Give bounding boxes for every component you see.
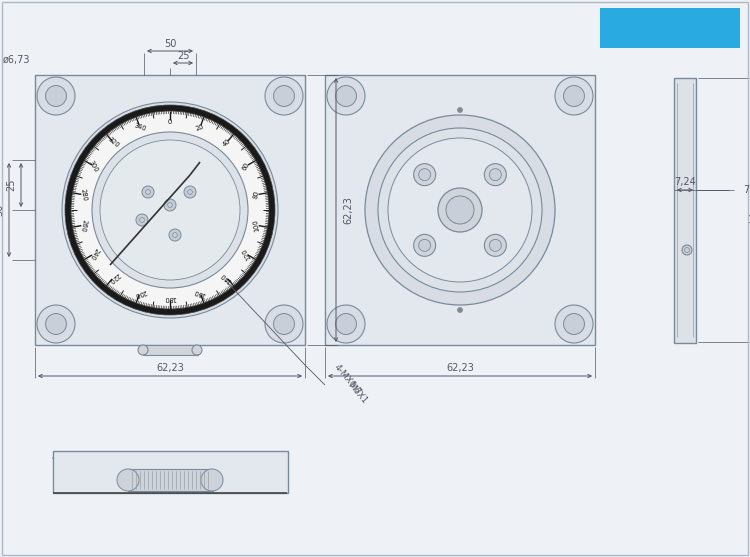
- Circle shape: [563, 314, 584, 334]
- FancyBboxPatch shape: [600, 8, 740, 48]
- Circle shape: [489, 240, 501, 251]
- Circle shape: [138, 345, 148, 355]
- Circle shape: [414, 234, 436, 256]
- Text: 62,23: 62,23: [446, 363, 474, 373]
- Circle shape: [164, 199, 176, 211]
- Circle shape: [265, 305, 303, 343]
- Text: 20: 20: [195, 123, 205, 131]
- Text: 260: 260: [80, 218, 88, 232]
- Text: 0: 0: [168, 119, 172, 125]
- Circle shape: [446, 196, 474, 224]
- Circle shape: [489, 169, 501, 180]
- Bar: [53, 451, 288, 493]
- Text: M6X1: M6X1: [346, 380, 368, 405]
- Text: 240: 240: [88, 247, 100, 261]
- Bar: [128, 469, 213, 491]
- Circle shape: [65, 105, 275, 315]
- Text: 62,23: 62,23: [156, 363, 184, 373]
- Circle shape: [419, 169, 430, 180]
- Circle shape: [327, 305, 365, 343]
- Circle shape: [100, 140, 240, 280]
- Text: 7,24: 7,24: [674, 177, 696, 187]
- Circle shape: [563, 86, 584, 106]
- Circle shape: [46, 314, 67, 334]
- Bar: [674, 78, 696, 343]
- Circle shape: [62, 102, 278, 318]
- Text: 50: 50: [164, 39, 176, 49]
- Circle shape: [37, 305, 75, 343]
- Text: 60: 60: [242, 161, 251, 171]
- Circle shape: [335, 314, 356, 334]
- Circle shape: [140, 218, 145, 222]
- Text: 25: 25: [177, 51, 189, 61]
- Text: 180: 180: [164, 295, 176, 301]
- Circle shape: [117, 469, 139, 491]
- Text: 62,23: 62,23: [343, 196, 353, 224]
- Circle shape: [192, 345, 202, 355]
- Text: 40: 40: [221, 138, 232, 148]
- Text: 7,24: 7,24: [743, 185, 750, 195]
- Circle shape: [169, 229, 181, 241]
- Text: 100: 100: [253, 218, 261, 232]
- Text: 340: 340: [133, 123, 147, 132]
- Circle shape: [201, 469, 223, 491]
- Circle shape: [92, 132, 248, 288]
- Text: 320: 320: [106, 136, 120, 149]
- Circle shape: [46, 86, 67, 106]
- Text: 120: 120: [241, 247, 252, 261]
- Text: 300: 300: [88, 159, 100, 173]
- Circle shape: [365, 115, 555, 305]
- Circle shape: [146, 189, 151, 194]
- Circle shape: [274, 314, 295, 334]
- Circle shape: [685, 247, 689, 252]
- Text: 4-MX0.7: 4-MX0.7: [332, 363, 362, 397]
- Circle shape: [388, 138, 532, 282]
- Text: 50: 50: [0, 204, 4, 216]
- Text: 80: 80: [253, 190, 260, 199]
- Circle shape: [327, 77, 365, 115]
- Circle shape: [458, 108, 463, 113]
- Circle shape: [682, 245, 692, 255]
- Bar: [35, 75, 305, 345]
- Circle shape: [555, 305, 593, 343]
- Circle shape: [37, 77, 75, 115]
- Text: 220: 220: [106, 271, 120, 284]
- Circle shape: [378, 128, 542, 292]
- Circle shape: [274, 86, 295, 106]
- Circle shape: [484, 234, 506, 256]
- Circle shape: [142, 186, 154, 198]
- Circle shape: [265, 77, 303, 115]
- Circle shape: [438, 188, 482, 232]
- Circle shape: [71, 111, 269, 309]
- Bar: [143, 345, 198, 355]
- Text: PT−SD78: PT−SD78: [602, 15, 739, 41]
- Circle shape: [458, 307, 463, 312]
- Circle shape: [136, 214, 148, 226]
- Text: 16,13: 16,13: [748, 215, 750, 225]
- Circle shape: [184, 186, 196, 198]
- Text: 200: 200: [133, 288, 147, 297]
- Bar: [325, 75, 595, 345]
- Text: ø6,73: ø6,73: [2, 55, 30, 65]
- Text: 160: 160: [194, 288, 207, 297]
- Circle shape: [419, 240, 430, 251]
- Circle shape: [167, 203, 172, 207]
- Text: 280: 280: [80, 188, 88, 202]
- Circle shape: [414, 164, 436, 185]
- Circle shape: [172, 233, 178, 237]
- Circle shape: [188, 189, 193, 194]
- Text: 140: 140: [220, 271, 233, 284]
- Circle shape: [335, 86, 356, 106]
- Circle shape: [484, 164, 506, 185]
- Circle shape: [555, 77, 593, 115]
- Text: 25: 25: [6, 179, 16, 191]
